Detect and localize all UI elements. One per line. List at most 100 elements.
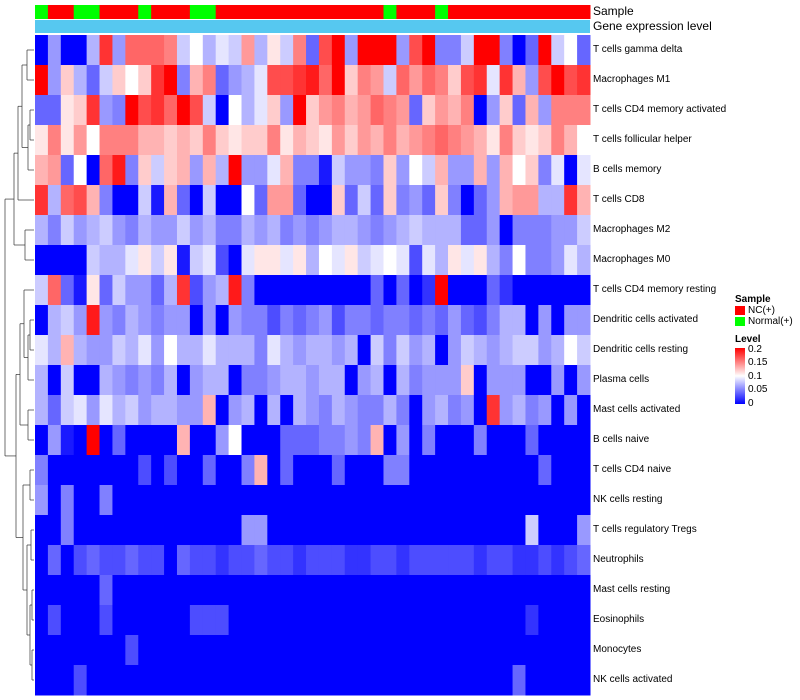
heatmap-cell	[448, 155, 462, 186]
heatmap-cell	[73, 245, 88, 276]
heatmap-cell	[306, 155, 320, 186]
heatmap-cell	[357, 95, 372, 126]
heatmap-cell	[35, 245, 49, 276]
heatmap-cell	[151, 185, 165, 216]
heatmap-cell	[460, 185, 475, 216]
sample-annotation-cell	[422, 5, 436, 19]
heatmap-cell	[215, 665, 230, 696]
heatmap-cell	[99, 365, 113, 396]
heatmap-cell	[267, 425, 281, 456]
heatmap-cell	[189, 155, 204, 186]
heatmap-cell	[267, 395, 281, 426]
sample-annotation-cell	[202, 5, 217, 19]
heatmap-cell	[448, 65, 462, 96]
heatmap-cell	[164, 95, 178, 126]
heatmap-cell	[35, 455, 49, 486]
heatmap-cell	[164, 35, 178, 66]
heatmap-cell	[35, 95, 49, 126]
heatmap-cell	[357, 425, 372, 456]
heatmap-cell	[138, 545, 152, 576]
heatmap-cell	[47, 455, 62, 486]
heatmap-cell	[499, 365, 514, 396]
heatmap-cell	[473, 185, 488, 216]
heatmap-cell	[151, 215, 165, 246]
heatmap-cell	[189, 515, 204, 546]
legend-level-gradient	[735, 348, 745, 404]
heatmap-cell	[254, 335, 268, 366]
heatmap-cell	[306, 635, 320, 666]
row-label: B cells memory	[593, 164, 662, 175]
heatmap-cell	[164, 305, 178, 336]
heatmap-cell	[73, 335, 88, 366]
heatmap-cell	[47, 185, 62, 216]
heatmap-cell	[486, 275, 501, 306]
heatmap-cell	[551, 395, 565, 426]
heatmap-cell	[60, 215, 75, 246]
heatmap-cell	[409, 335, 423, 366]
sample-annotation-cell	[73, 5, 88, 19]
heatmap-cell	[293, 635, 307, 666]
heatmap-cell	[396, 305, 410, 336]
heatmap-cell	[112, 305, 126, 336]
heatmap-cell	[331, 665, 346, 696]
heatmap-cell	[512, 245, 526, 276]
sample-annotation-cell	[538, 5, 552, 19]
heatmap-cell	[383, 575, 397, 606]
heatmap-cell	[525, 575, 539, 606]
heatmap-cell	[409, 605, 423, 636]
heatmap-cell	[164, 155, 178, 186]
heatmap-cell	[435, 635, 449, 666]
heatmap-cell	[564, 455, 578, 486]
heatmap-cell	[396, 185, 410, 216]
heatmap-cell	[280, 245, 294, 276]
heatmap-cell	[215, 605, 230, 636]
heatmap-cell	[344, 545, 359, 576]
heatmap-cell	[486, 335, 501, 366]
heatmap-cell	[370, 35, 384, 66]
heatmap-cell	[448, 275, 462, 306]
heatmap-cell	[267, 575, 281, 606]
heatmap-cell	[538, 605, 552, 636]
heatmap-cell	[293, 125, 307, 156]
heatmap-cell	[357, 635, 372, 666]
heatmap-cell	[473, 215, 488, 246]
heatmap-cell	[176, 605, 191, 636]
heatmap-cell	[499, 95, 514, 126]
heatmap-cell	[112, 425, 126, 456]
sample-annotation-cell	[370, 5, 384, 19]
sample-annotation-cell	[35, 5, 49, 19]
heatmap-cell	[486, 95, 501, 126]
heatmap-cell	[512, 185, 526, 216]
heatmap-cell	[35, 335, 49, 366]
heatmap-cell	[396, 575, 410, 606]
heatmap-cell	[460, 245, 475, 276]
heatmap-cell	[357, 605, 372, 636]
heatmap-cell	[486, 665, 501, 696]
heatmap-cell	[551, 575, 565, 606]
heatmap-cell	[551, 335, 565, 366]
heatmap-cell	[164, 635, 178, 666]
heatmap-cell	[35, 635, 49, 666]
heatmap-cell	[228, 245, 243, 276]
heatmap-cell	[176, 275, 191, 306]
heatmap-cell	[112, 95, 126, 126]
heatmap-cell	[538, 665, 552, 696]
heatmap-cell	[318, 215, 333, 246]
heatmap-cell	[460, 665, 475, 696]
heatmap-cell	[112, 665, 126, 696]
heatmap-cell	[306, 95, 320, 126]
heatmap-cell	[448, 305, 462, 336]
heatmap-cell	[422, 365, 436, 396]
heatmap-cell	[525, 395, 539, 426]
heatmap-cell	[499, 155, 514, 186]
heatmap-cell	[112, 65, 126, 96]
heatmap-cell	[60, 665, 75, 696]
row-dendrogram	[4, 49, 34, 681]
heatmap-cell	[435, 275, 449, 306]
heatmap-cell	[293, 365, 307, 396]
sample-annotation-cell	[577, 5, 591, 19]
heatmap-cell	[473, 365, 488, 396]
heatmap-cell	[551, 485, 565, 516]
heatmap-cell	[86, 605, 101, 636]
heatmap-cell	[564, 545, 578, 576]
